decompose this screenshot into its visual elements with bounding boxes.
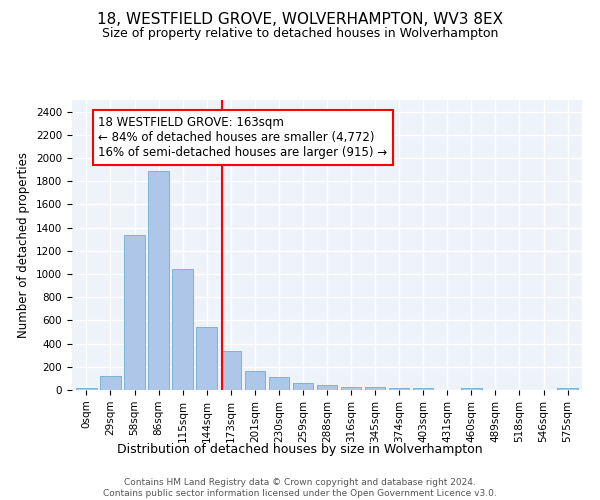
Y-axis label: Number of detached properties: Number of detached properties — [17, 152, 31, 338]
Bar — [341, 386, 361, 390]
Bar — [245, 371, 265, 390]
Bar — [172, 269, 193, 390]
Bar — [100, 376, 121, 390]
Text: Distribution of detached houses by size in Wolverhampton: Distribution of detached houses by size … — [117, 442, 483, 456]
Text: 18, WESTFIELD GROVE, WOLVERHAMPTON, WV3 8EX: 18, WESTFIELD GROVE, WOLVERHAMPTON, WV3 … — [97, 12, 503, 28]
Bar — [461, 388, 482, 390]
Bar — [269, 377, 289, 390]
Text: Contains HM Land Registry data © Crown copyright and database right 2024.
Contai: Contains HM Land Registry data © Crown c… — [103, 478, 497, 498]
Text: 18 WESTFIELD GROVE: 163sqm
← 84% of detached houses are smaller (4,772)
16% of s: 18 WESTFIELD GROVE: 163sqm ← 84% of deta… — [98, 116, 388, 159]
Bar — [124, 234, 145, 390]
Bar — [148, 171, 169, 390]
Text: Size of property relative to detached houses in Wolverhampton: Size of property relative to detached ho… — [102, 28, 498, 40]
Bar — [76, 388, 97, 390]
Bar — [557, 388, 578, 390]
Bar — [317, 386, 337, 390]
Bar — [221, 351, 241, 390]
Bar — [293, 383, 313, 390]
Bar — [389, 388, 409, 390]
Bar — [365, 387, 385, 390]
Bar — [196, 328, 217, 390]
Bar — [413, 388, 433, 390]
